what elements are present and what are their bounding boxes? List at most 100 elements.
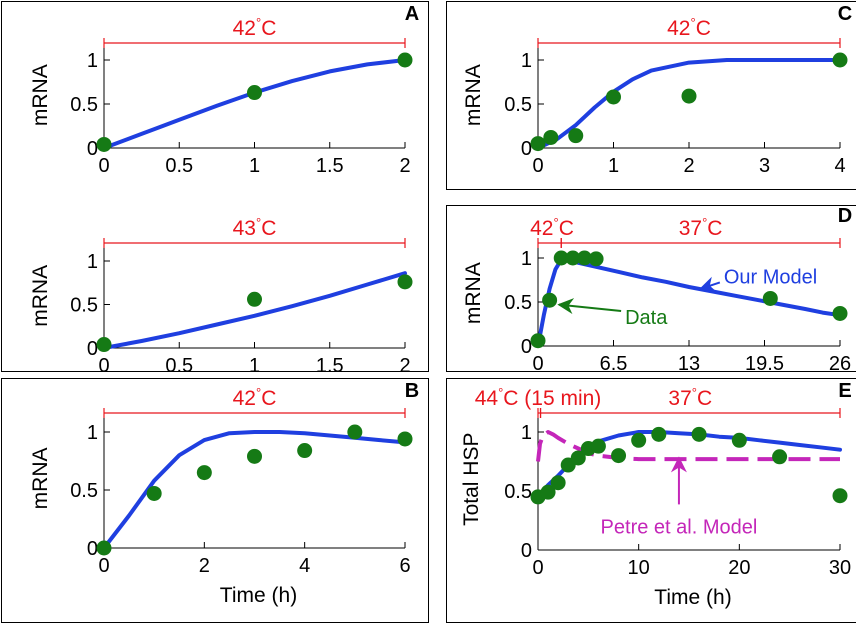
data-point (247, 291, 262, 307)
data-point (570, 450, 586, 466)
y-axis-label: mRNA (29, 265, 52, 327)
x-tick-label: 0 (98, 155, 109, 177)
data-point (588, 251, 604, 267)
data-point (576, 250, 592, 266)
y-tick-label: 0 (87, 138, 98, 160)
data-point (651, 426, 667, 442)
chart-B: 0 2 4 6 0 0.5 1 mRNA Time (h) B 42°C (29, 380, 419, 607)
panel-label: C (838, 3, 852, 25)
y-tick-label: 0 (87, 538, 98, 560)
data-point (196, 465, 212, 481)
temp-label: 44°C (15 min) (475, 385, 602, 410)
data-point (347, 424, 363, 440)
y-tick-label: 1 (87, 50, 98, 72)
temp-label: 43°C (233, 215, 277, 240)
data-point (530, 136, 546, 152)
x-tick-label: 4 (299, 555, 310, 577)
y-tick-label: 0.5 (504, 94, 532, 116)
temp-label: 42°C (233, 15, 277, 40)
x-tick-label: 19.5 (745, 353, 784, 375)
annotation-arrow (699, 276, 721, 292)
x-tick-label: 1.5 (316, 355, 344, 377)
data-point (772, 449, 788, 465)
model-line (102, 271, 407, 350)
x-tick-label: 4 (834, 155, 845, 177)
y-tick-label: 0 (521, 540, 532, 562)
data-point (832, 305, 848, 321)
x-tick-label: 0.5 (165, 155, 193, 177)
x-tick-label: 0.5 (165, 355, 193, 377)
data-point (96, 540, 112, 556)
temp-label: 37°C (668, 385, 712, 410)
y-tick-label: 0.5 (70, 295, 98, 317)
y-tick-label: 0.5 (504, 292, 532, 314)
panel-frame-D (446, 205, 856, 372)
data-point (590, 438, 606, 454)
data-point (631, 432, 647, 448)
data-point (397, 431, 413, 447)
y-tick-label: 0 (521, 138, 532, 160)
panel-frame-C (446, 1, 856, 190)
y-axis-label: mRNA (29, 64, 52, 126)
data-point (681, 88, 697, 104)
data-point (397, 274, 413, 290)
data-point (762, 290, 778, 306)
annotation-arrow (557, 298, 622, 315)
data-point (247, 85, 262, 101)
data-point (247, 448, 262, 464)
x-tick-label: 0 (532, 353, 543, 375)
x-tick-label: 1 (249, 355, 260, 377)
data-point (530, 333, 546, 349)
y-tick-label: 0.5 (70, 480, 98, 502)
data-point (297, 443, 313, 459)
y-tick-label: 1 (521, 248, 532, 270)
data-point (731, 432, 747, 448)
x-tick-label: 0 (98, 555, 109, 577)
data-point (146, 485, 162, 501)
data-point (832, 52, 848, 68)
x-tick-label: 1 (608, 155, 619, 177)
x-tick-label: 0 (98, 355, 109, 377)
data-point (565, 250, 581, 266)
y-tick-label: 0 (521, 336, 532, 358)
temp-label: 37°C (679, 215, 723, 240)
data-point (553, 250, 569, 266)
data-point (543, 129, 559, 145)
panel-frame-A (1, 1, 429, 372)
y-axis-label: mRNA (462, 64, 485, 126)
chart-A-top: 0 0.5 1 1.5 2 0 0.5 1 mRNA A 42°C (29, 3, 419, 177)
x-tick-label: 0 (532, 155, 543, 177)
x-tick-label: 2 (399, 355, 410, 377)
panel-label: A (405, 3, 419, 25)
x-tick-label: 30 (829, 557, 851, 579)
model-line (536, 58, 842, 150)
panel-label: E (838, 380, 851, 402)
y-tick-label: 0.5 (70, 94, 98, 116)
annotation-label: Our Model (724, 266, 817, 288)
y-tick-label: 1 (87, 251, 98, 273)
y-tick-label: 1 (87, 422, 98, 444)
panel-label: D (838, 205, 852, 227)
y-axis-label: mRNA (462, 262, 485, 324)
data-point (550, 475, 566, 491)
data-point (542, 292, 558, 308)
panel-frame-B (1, 378, 429, 623)
y-axis-label: mRNA (29, 447, 52, 509)
y-tick-label: 1 (521, 50, 532, 72)
chart-E: 0 10 20 30 0 0.5 1 Total HSP Time (h) E 44°C (15 m… (460, 380, 852, 609)
model-line (536, 257, 842, 348)
panel-frame-E (446, 378, 856, 623)
chart-C: 0 1 2 3 4 0 0.5 1 mRNA C 42°C (462, 3, 852, 177)
x-tick-label: 2 (399, 155, 410, 177)
annotation-label: Petre et al. Model (601, 516, 758, 538)
y-tick-label: 0 (87, 338, 98, 360)
x-tick-label: 2 (683, 155, 694, 177)
x-tick-label: 2 (199, 555, 210, 577)
data-point (832, 488, 848, 504)
x-tick-label: 20 (728, 557, 750, 579)
y-axis-label: Total HSP (460, 433, 483, 526)
x-tick-label: 0 (532, 557, 543, 579)
x-tick-label: 3 (759, 155, 770, 177)
x-tick-label: 13 (678, 353, 700, 375)
